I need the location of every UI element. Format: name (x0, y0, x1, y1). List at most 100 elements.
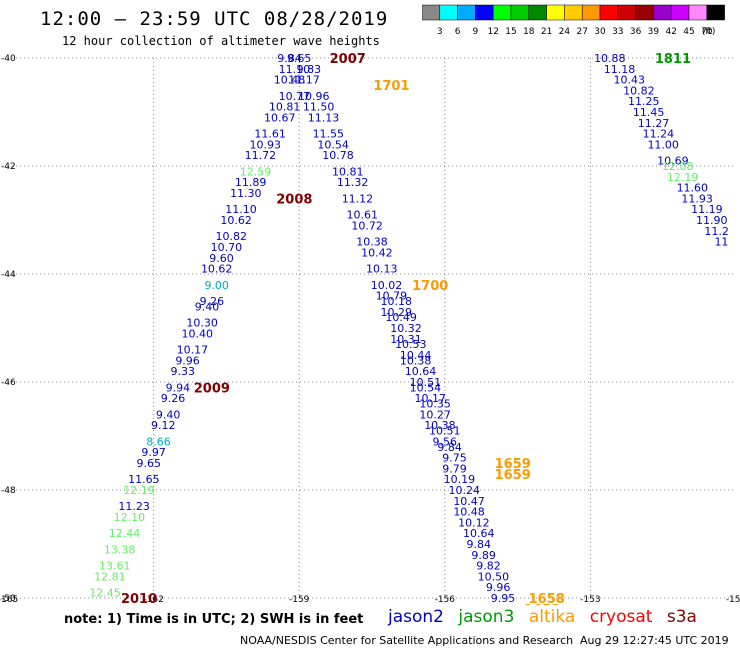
wave-height-point: 11.65 (128, 473, 160, 486)
wave-height-point: 9.33 (170, 365, 195, 378)
pass-time-label: 1811 (655, 52, 691, 67)
wave-height-point: 12.19 (123, 484, 155, 497)
colorbar-tick-label: 6 (455, 27, 461, 37)
wave-height-point: 10.29 (381, 306, 413, 319)
wave-height-point: 11.00 (647, 138, 679, 151)
pass-time-label: 1659 (495, 457, 531, 472)
wave-height-point: 12.45 (89, 587, 121, 600)
wave-height-point: 11.18 (604, 63, 636, 76)
wave-height-point: 10.70 (211, 241, 243, 254)
colorbar-unit: (ft) (702, 27, 716, 37)
colorbar: 3 6 9 12 15 18 21 24 27 30 33 36 39 42 45 70(ft) (422, 4, 725, 37)
wave-height-point: 9.97 (141, 446, 166, 459)
y-tick-label: -42 (1, 162, 16, 172)
wave-height-point: 12.81 (94, 570, 126, 583)
wave-height-point: 9.56 (433, 435, 458, 448)
wave-height-point: 11.19 (691, 203, 723, 216)
pass-time-label: 1659 (495, 468, 531, 483)
x-tick-label: -156 (435, 595, 456, 605)
wave-height-point: 10.64 (463, 527, 495, 540)
wave-height-point: 11.17 (288, 74, 320, 87)
chart-subtitle: 12 hour collection of altimeter wave hei… (62, 34, 380, 48)
wave-height-point: 10.32 (390, 322, 422, 335)
wave-height-point: 10.40 (182, 327, 214, 340)
wave-height-point: 10.19 (444, 473, 476, 486)
wave-height-point: 10.43 (613, 74, 645, 87)
generation-timestamp: Aug 29 12:27:45 UTC 2019 (580, 634, 729, 647)
wave-height-point: 9.96 (175, 354, 200, 367)
x-tick-label: -150 (726, 595, 740, 605)
wave-height-point: 10.72 (351, 219, 383, 232)
colorbar-tick-label: 33 (612, 27, 623, 37)
wave-height-point: 9.60 (209, 252, 234, 265)
legend-cryosat: cryosat (589, 607, 653, 627)
wave-height-point: 10.44 (400, 349, 432, 362)
wave-height-point: 9.84 (467, 538, 492, 551)
pass-time-label: 2007 (330, 52, 366, 67)
y-tick-label: -40 (1, 54, 16, 64)
wave-height-point: 10.48 (453, 506, 485, 519)
wave-height-point: 11.89 (235, 176, 267, 189)
series-track-west: 9.849.6511.109.8310.4811.1710.7710.9610.… (118, 52, 397, 513)
wave-height-point: 11.10 (279, 63, 311, 76)
wave-height-point: 10.30 (186, 317, 218, 330)
wave-height-point: 9.65 (287, 52, 312, 65)
colorbar-tick-label: 21 (541, 27, 552, 37)
colorbar-swatch (706, 4, 725, 21)
wave-height-point: 9.96 (486, 581, 511, 594)
wave-height-point: 11.32 (337, 176, 369, 189)
wave-height-point: 11.27 (638, 117, 670, 130)
wave-height-point: 10.24 (448, 484, 480, 497)
wave-height-point: 11.72 (245, 149, 277, 162)
wave-height-point: 9.84 (277, 52, 302, 65)
wave-height-point: 9.00 (204, 279, 229, 292)
wave-height-point: 12.08 (662, 160, 694, 173)
wave-height-point: 11.55 (313, 128, 345, 141)
wave-height-point: 10.17 (177, 344, 209, 357)
x-tick-label: -165 (0, 595, 18, 605)
wave-height-point: 10.38 (400, 354, 432, 367)
wave-height-point: 9.95 (491, 592, 516, 605)
wave-height-point: 9.12 (151, 419, 176, 432)
wave-height-point: 10.78 (322, 149, 354, 162)
wave-height-point: 10.13 (366, 263, 398, 276)
legend-s3a: s3a (666, 607, 697, 627)
colorbar-tick-label: 42 (665, 27, 676, 37)
wave-height-point: 9.94 (166, 381, 191, 394)
wave-height-point: 10.62 (220, 214, 252, 227)
colorbar-tick-label: 3 (437, 27, 443, 37)
colorbar-tick-label: 18 (523, 27, 535, 37)
wave-height-point: 9.40 (195, 300, 220, 313)
wave-height-point: 12.59 (240, 165, 272, 178)
series-track-east: 10.8811.1810.4310.8211.2511.4511.2711.24… (594, 52, 729, 249)
credit-line: NOAA/NESDIS Center for Satellite Applica… (240, 634, 574, 647)
x-tick-label: -153 (580, 595, 600, 605)
satellite-legend: jason2 jason3 altika cryosat s3a (388, 607, 706, 627)
wave-height-point: 9.26 (161, 392, 186, 405)
wave-height-point: 11.2 (704, 225, 729, 238)
wave-height-point: 10.81 (269, 101, 301, 114)
wave-height-point: 10.54 (410, 381, 442, 394)
pass-time-label: 1658 (529, 592, 565, 605)
colorbar-tick-label: 39 (648, 27, 660, 37)
wave-height-point: 10.64 (405, 365, 437, 378)
wave-height-point: 11.60 (677, 182, 709, 195)
wave-height-point: 13.61 (99, 560, 131, 573)
wave-height-point: 8.66 (146, 435, 171, 448)
wave-height-point: 10.88 (594, 52, 626, 65)
wave-height-point: 9.79 (442, 462, 467, 475)
wave-height-point: 11.12 (342, 192, 374, 205)
wave-height-point: 10.47 (453, 495, 485, 508)
legend-jason2: jason2 (388, 607, 444, 627)
wave-height-point: 10.93 (249, 138, 281, 151)
wave-height-point: 10.31 (390, 333, 422, 346)
legend-jason3: jason3 (458, 607, 515, 627)
wave-height-point: 13.38 (104, 543, 136, 556)
wave-height-point: 11.13 (308, 111, 340, 124)
y-tick-label: -50 (1, 594, 16, 604)
wave-height-point: 9.84 (437, 441, 462, 454)
wave-height-point: 11.24 (643, 128, 675, 141)
wave-height-point: 10.50 (478, 570, 510, 583)
